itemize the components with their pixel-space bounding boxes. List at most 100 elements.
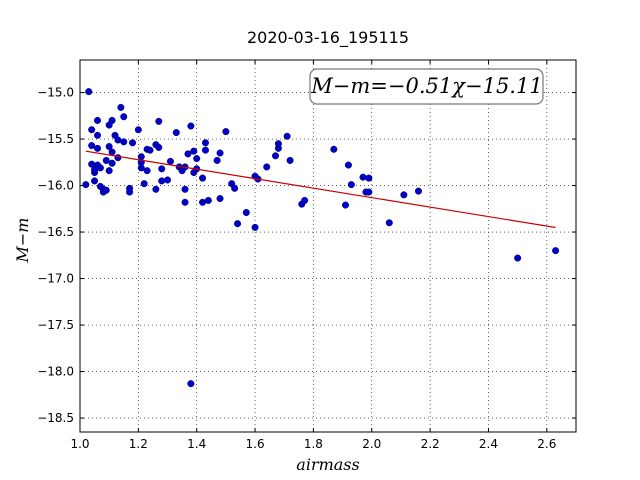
data-point xyxy=(146,146,154,154)
data-point xyxy=(94,131,102,139)
data-point xyxy=(514,254,522,262)
plot-frame xyxy=(79,59,577,433)
data-point xyxy=(117,103,125,111)
data-point xyxy=(102,156,110,164)
y-tick-labels: −15.0 −15.5 −16.0 −16.5 −17.0 −17.5 −18.0 −18.5 xyxy=(37,86,74,425)
plot-area xyxy=(80,60,576,432)
data-point xyxy=(120,113,128,121)
data-point xyxy=(85,88,93,96)
data-point xyxy=(234,220,242,228)
x-tick-label: 2.0 xyxy=(362,437,381,451)
data-point xyxy=(155,143,163,151)
x-tick-label: 2.2 xyxy=(421,437,440,451)
data-point xyxy=(114,154,122,162)
data-point xyxy=(126,188,134,196)
x-tick-label: 1.6 xyxy=(246,437,265,451)
data-point xyxy=(102,186,110,194)
data-point xyxy=(342,201,350,209)
data-point xyxy=(274,140,282,148)
data-point xyxy=(158,177,166,185)
x-axis-label: airmass xyxy=(296,455,359,474)
y-tick-label: −17.5 xyxy=(37,318,74,332)
data-point xyxy=(181,198,189,206)
x-tick-label: 1.4 xyxy=(187,437,206,451)
data-point xyxy=(365,174,373,182)
data-point xyxy=(231,184,239,192)
data-point xyxy=(271,152,279,160)
y-tick-label: −16.5 xyxy=(37,225,74,239)
y-axis-label: M−m xyxy=(13,218,32,264)
data-point xyxy=(134,126,142,134)
data-point xyxy=(152,185,160,193)
data-point xyxy=(552,247,560,255)
data-point xyxy=(347,181,355,189)
data-point xyxy=(94,144,102,152)
data-point xyxy=(187,122,195,130)
data-point xyxy=(263,163,271,171)
data-point xyxy=(330,145,338,153)
data-point xyxy=(82,181,90,189)
data-point xyxy=(137,164,145,172)
data-point xyxy=(283,132,291,140)
chart-title: 2020-03-16_195115 xyxy=(247,28,409,48)
data-point xyxy=(140,180,148,188)
data-point xyxy=(105,167,113,175)
data-point xyxy=(222,128,230,136)
data-point xyxy=(96,164,104,172)
data-point xyxy=(91,177,99,185)
data-point xyxy=(251,223,259,231)
data-point xyxy=(344,161,352,169)
data-point xyxy=(108,159,116,167)
y-tick-label: −15.5 xyxy=(37,132,74,146)
data-point xyxy=(155,117,163,125)
data-point xyxy=(201,139,209,147)
data-point xyxy=(400,191,408,199)
data-point xyxy=(385,219,393,227)
data-point xyxy=(201,146,209,154)
data-point xyxy=(166,157,174,165)
data-point xyxy=(172,129,180,137)
data-point xyxy=(181,185,189,193)
y-tick-label: −18.0 xyxy=(37,365,74,379)
data-point xyxy=(190,147,198,155)
data-point xyxy=(94,116,102,124)
y-tick-label: −18.5 xyxy=(37,411,74,425)
x-tick-label: 1.0 xyxy=(70,437,89,451)
fit-equation-box: M−m=−0.51χ−15.11 xyxy=(309,68,544,105)
data-point xyxy=(108,116,116,124)
data-point xyxy=(365,188,373,196)
data-point xyxy=(193,155,201,163)
data-point xyxy=(213,156,221,164)
x-tick-label: 1.2 xyxy=(129,437,148,451)
y-tick-label: −15.0 xyxy=(37,86,74,100)
ticks xyxy=(79,60,576,432)
x-tick-label: 1.8 xyxy=(304,437,323,451)
data-point xyxy=(216,149,224,157)
data-point xyxy=(414,187,422,195)
x-tick-labels: 1.0 1.2 1.4 1.6 1.8 2.0 2.2 2.4 2.6 xyxy=(70,437,556,451)
data-points xyxy=(82,88,560,388)
y-tick-label: −17.0 xyxy=(37,272,74,286)
data-point xyxy=(216,195,224,203)
data-point xyxy=(204,196,212,204)
fit-equation: M−m=−0.51χ−15.11 xyxy=(310,74,542,98)
data-point xyxy=(88,142,96,150)
data-point xyxy=(187,380,195,388)
data-point xyxy=(108,148,116,156)
data-point xyxy=(164,176,172,184)
data-point xyxy=(158,165,166,173)
data-point xyxy=(199,174,207,182)
data-point xyxy=(286,156,294,164)
fit-equation-frame xyxy=(309,68,544,105)
data-point xyxy=(359,173,367,181)
data-point xyxy=(114,136,122,144)
x-tick-label: 2.4 xyxy=(479,437,498,451)
data-point xyxy=(129,139,137,147)
data-point xyxy=(199,198,207,206)
x-tick-label: 2.6 xyxy=(537,437,556,451)
data-point xyxy=(143,167,151,175)
data-point xyxy=(301,196,309,204)
data-point xyxy=(88,126,96,134)
fit-line xyxy=(85,150,556,229)
